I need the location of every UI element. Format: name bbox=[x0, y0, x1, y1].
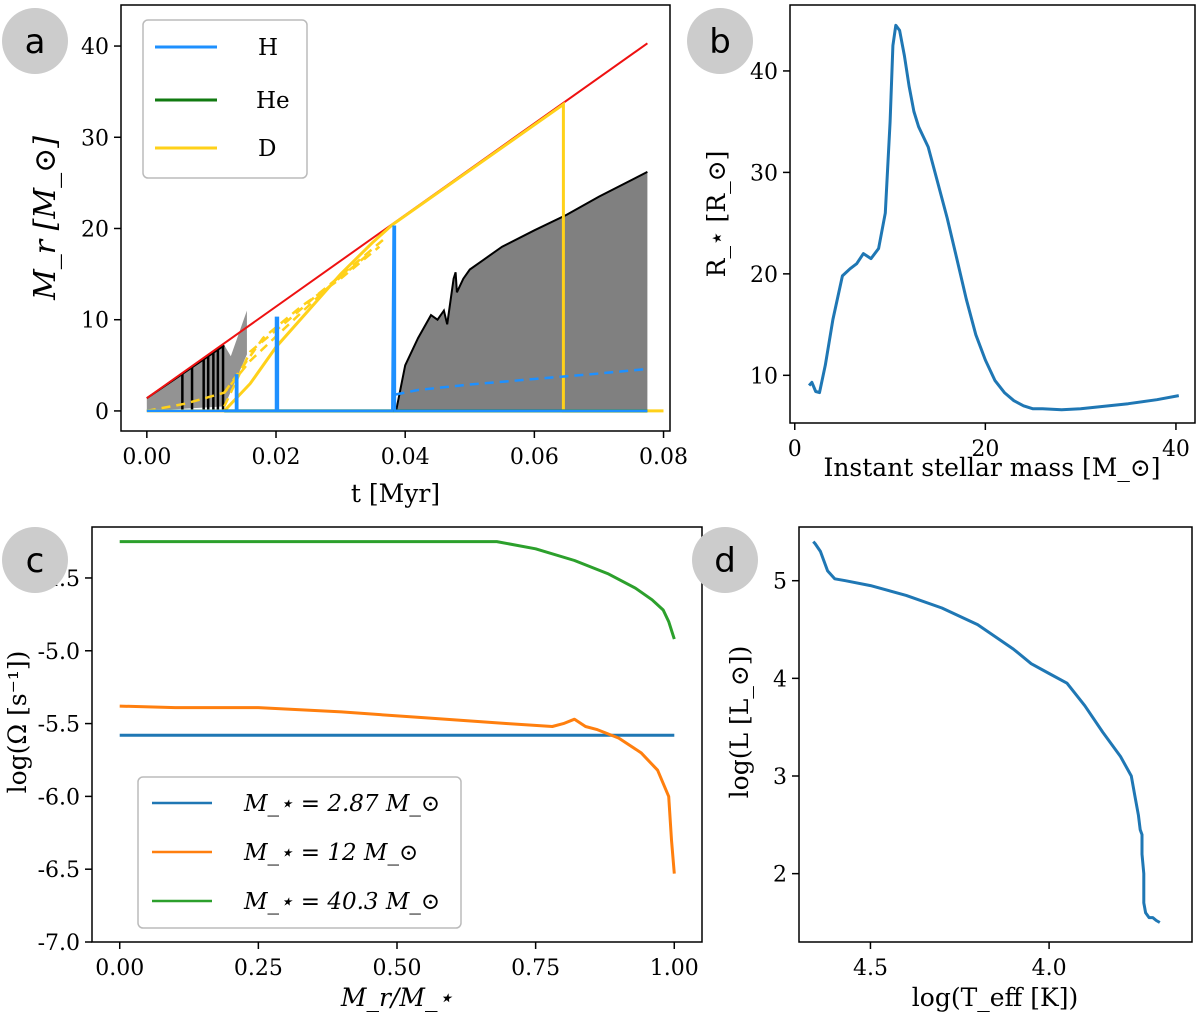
panel-a-ytick-label: 0 bbox=[95, 400, 109, 425]
legend-label-12: M_⋆ = 12 M_⊙ bbox=[243, 840, 418, 866]
panel-b-ylabel: R_⋆ [R_⊙] bbox=[702, 151, 731, 278]
panel-a-xtick-label: 0.04 bbox=[381, 445, 430, 470]
legend-box bbox=[142, 19, 308, 179]
panel-a-xtick-label: 0.08 bbox=[639, 445, 688, 470]
panel-a-plot-area bbox=[146, 42, 664, 413]
legend-label-h: H bbox=[258, 35, 278, 61]
panel-c-ytick-label: -5.0 bbox=[38, 640, 80, 665]
panel-d-ticks: 4.5 4.0 2 3 4 5 bbox=[773, 570, 1067, 981]
panel-c-legend: M_⋆ = 2.87 M_⊙ M_⋆ = 12 M_⊙ M_⋆ = 40.3 M… bbox=[137, 776, 462, 929]
panel-b-ytick-label: 10 bbox=[750, 364, 778, 389]
panel-d-ytick-label: 4 bbox=[773, 667, 787, 692]
panel-d-ylabel: log(L [L_⊙]) bbox=[725, 646, 754, 799]
panel-a-xtick-label: 0.00 bbox=[122, 445, 171, 470]
panel-a-ylabel: M_r [M_⊙] bbox=[28, 136, 63, 301]
panel-b-ytick-label: 20 bbox=[750, 263, 778, 288]
deuterium-line bbox=[146, 101, 664, 413]
legend-box bbox=[137, 776, 462, 929]
panel-d-plot-area bbox=[812, 540, 1161, 924]
hydrogen-dashed-line bbox=[395, 367, 648, 396]
panel-c-xtick-label: 1.00 bbox=[650, 956, 699, 981]
panel-c-xtick-label: 0.25 bbox=[234, 956, 283, 981]
panel-c-badge-label: c bbox=[26, 541, 45, 581]
panel-d-ytick-label: 5 bbox=[773, 570, 787, 595]
panel-c-ytick-label: -6.5 bbox=[38, 858, 80, 883]
convective-region bbox=[396, 171, 648, 411]
panel-a-xlabel: t [Myr] bbox=[351, 479, 440, 508]
panel-d-ytick-label: 2 bbox=[773, 863, 787, 888]
panel-a-ytick-label: 10 bbox=[81, 309, 109, 334]
panel-b-xtick-label: 0 bbox=[788, 437, 802, 462]
legend-label-2-87: M_⋆ = 2.87 M_⊙ bbox=[243, 791, 440, 817]
panel-c-series-line bbox=[119, 704, 676, 874]
panel-b-frame bbox=[789, 4, 1196, 424]
panel-a-ytick-label: 20 bbox=[81, 217, 109, 242]
panel-c: 0.000.250.500.751.00-4.5-5.0-5.5-6.0-6.5… bbox=[2, 526, 703, 1012]
panel-a-xtick-label: 0.06 bbox=[510, 445, 559, 470]
panel-a-legend: H He D bbox=[142, 19, 308, 179]
panel-b-ytick-label: 40 bbox=[750, 60, 778, 85]
panel-d-series-line bbox=[812, 540, 1161, 924]
panel-c-xtick-label: 0.75 bbox=[511, 956, 560, 981]
panel-c-ytick-label: -5.5 bbox=[38, 713, 80, 738]
panel-b: 0 20 40 10 20 30 40 Instant stellar mass [M_⊙]… bbox=[687, 4, 1196, 482]
panel-c-xtick-label: 0.50 bbox=[373, 956, 422, 981]
panel-d-frame bbox=[798, 526, 1193, 943]
panel-a-badge bbox=[2, 8, 68, 74]
panel-c-badge bbox=[2, 527, 68, 593]
deuterium-dashed-line bbox=[223, 236, 387, 407]
panel-a-ytick-label: 30 bbox=[81, 126, 109, 151]
panel-c-ytick-label: -7.0 bbox=[38, 931, 80, 956]
early-convective-region bbox=[146, 310, 247, 411]
panel-d-badge-label: d bbox=[714, 541, 736, 581]
panel-b-series-line bbox=[807, 23, 1180, 412]
panel-b-xlabel: Instant stellar mass [M_⊙] bbox=[823, 453, 1160, 482]
hydrogen-line bbox=[146, 225, 648, 413]
panel-a-badge-label: a bbox=[25, 22, 46, 62]
panel-b-plot-area bbox=[807, 23, 1180, 412]
panel-c-plot-area bbox=[119, 540, 676, 874]
panel-c-series-line bbox=[119, 540, 676, 640]
panel-c-ytick-label: -6.0 bbox=[38, 785, 80, 810]
panel-c-xlabel: M_r/M_⋆ bbox=[340, 983, 453, 1012]
legend-label-d: D bbox=[258, 136, 276, 162]
panel-b-ytick-label: 30 bbox=[750, 161, 778, 186]
panel-d-ytick-label: 3 bbox=[773, 765, 787, 790]
panel-a-frame bbox=[120, 4, 671, 432]
panel-d-badge bbox=[692, 527, 758, 593]
panel-a: 0.00 0.02 0.04 0.06 0.08 0 10 20 30 40 t [Myr] M_… bbox=[2, 4, 688, 508]
panel-a-xtick-label: 0.02 bbox=[252, 445, 301, 470]
panel-b-badge-label: b bbox=[709, 22, 731, 62]
convective-boundary-line bbox=[395, 171, 648, 412]
panel-b-xtick-label: 40 bbox=[1162, 437, 1190, 462]
panel-b-xtick-label: 20 bbox=[971, 437, 999, 462]
panel-a-ticks: 0.00 0.02 0.04 0.06 0.08 0 10 20 30 40 bbox=[81, 35, 688, 470]
panel-b-ticks: 0 20 40 10 20 30 40 bbox=[750, 60, 1190, 462]
panel-d-xlabel: log(T_eff [K]) bbox=[912, 983, 1078, 1012]
panel-d-xtick-label: 4.5 bbox=[853, 956, 888, 981]
panel-c-ylabel: log(Ω [s⁻¹]) bbox=[3, 651, 32, 794]
panel-a-ytick-label: 40 bbox=[81, 35, 109, 60]
panel-d: 4.5 4.0 2 3 4 5 log(T_eff [K]) log(L [L_⊙]) d bbox=[692, 526, 1193, 1012]
deuterium-dashed-line bbox=[223, 245, 381, 394]
legend-label-40-3: M_⋆ = 40.3 M_⊙ bbox=[243, 889, 440, 915]
legend-label-he: He bbox=[256, 88, 290, 114]
panel-d-xtick-label: 4.0 bbox=[1032, 956, 1067, 981]
panel-b-badge bbox=[687, 8, 753, 74]
panel-c-xtick-label: 0.00 bbox=[95, 956, 144, 981]
